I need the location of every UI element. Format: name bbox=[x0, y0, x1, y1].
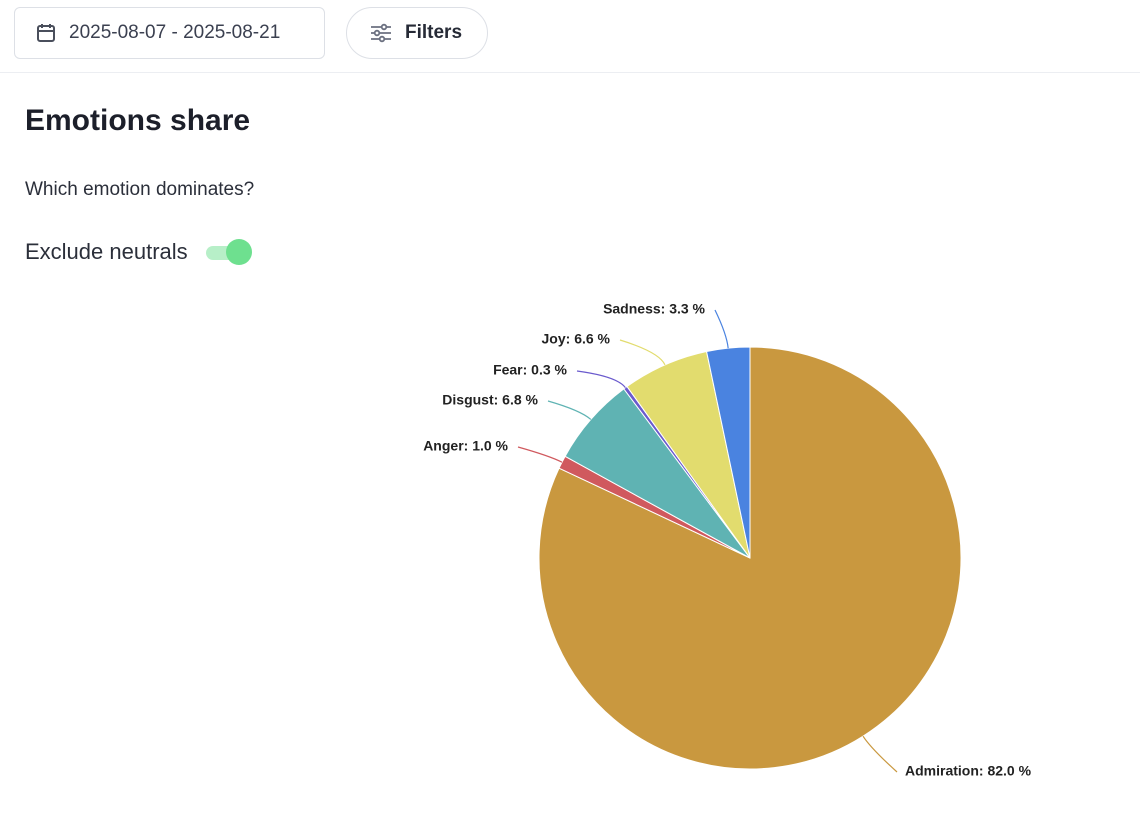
toolbar: 2025-08-07 - 2025-08-21 Filters bbox=[0, 0, 1140, 73]
calendar-icon bbox=[37, 24, 55, 42]
toggle-switch[interactable] bbox=[204, 239, 252, 265]
data-label: Disgust: 6.8 % bbox=[442, 392, 538, 408]
leader-line bbox=[517, 446, 563, 463]
data-label: Sadness: 3.3 % bbox=[603, 301, 705, 317]
panel-title: Emotions share bbox=[25, 104, 251, 137]
panel-subtitle: Which emotion dominates? bbox=[25, 179, 255, 200]
filters-button[interactable]: Filters bbox=[346, 7, 488, 59]
leader-line bbox=[862, 735, 898, 773]
toggle-knob bbox=[225, 239, 252, 265]
data-label: Joy: 6.6 % bbox=[542, 331, 611, 347]
filters-text: Filters bbox=[405, 22, 463, 43]
data-label: Admiration: 82.0 % bbox=[905, 763, 1032, 779]
toggle-label: Exclude neutrals bbox=[25, 239, 188, 264]
leader-line bbox=[714, 309, 729, 349]
leader-line bbox=[576, 370, 626, 389]
exclude-neutrals-toggle: Exclude neutrals bbox=[25, 239, 252, 265]
filters-icon bbox=[371, 23, 391, 43]
leader-line bbox=[619, 339, 666, 366]
data-label: Fear: 0.3 % bbox=[493, 362, 567, 378]
data-label: Anger: 1.0 % bbox=[423, 438, 508, 454]
date-range-picker[interactable]: 2025-08-07 - 2025-08-21 bbox=[14, 7, 325, 59]
leader-line bbox=[547, 400, 592, 420]
date-range-text: 2025-08-07 - 2025-08-21 bbox=[69, 22, 281, 43]
